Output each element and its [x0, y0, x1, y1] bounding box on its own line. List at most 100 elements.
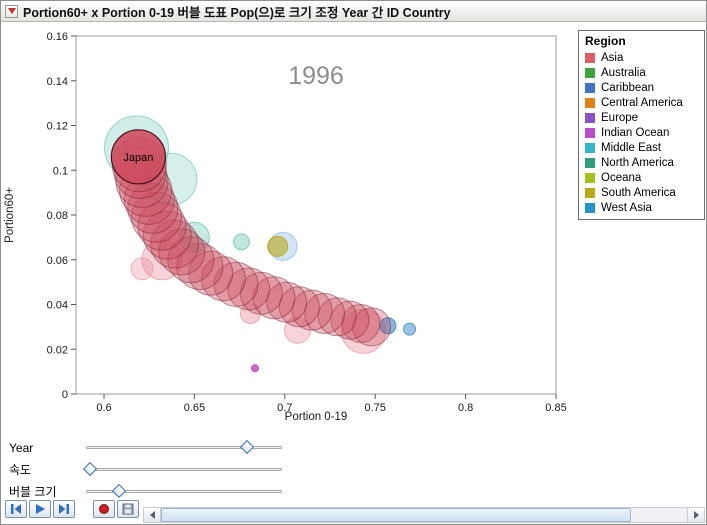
- report-titlebar: Portion60+ x Portion 0-19 버블 도표 Pop(으)로 …: [1, 1, 706, 22]
- x-tick-label: 0.7: [277, 402, 292, 414]
- bubble[interactable]: [250, 364, 259, 373]
- legend-item[interactable]: Australia: [585, 65, 700, 80]
- play-icon: [36, 504, 45, 514]
- bubble-plot[interactable]: 0 0.02 0.04 0.06 0.08 0.1 0.12 0.14 0.16 0.6 0.65 0…: [1, 22, 573, 428]
- legend-swatch-icon: [585, 67, 595, 78]
- bubble[interactable]: [232, 233, 250, 251]
- step-back-button[interactable]: [5, 500, 27, 518]
- trail-bubble[interactable]: [227, 267, 271, 311]
- step-forward-button[interactable]: [53, 500, 75, 518]
- legend-label: Europe: [601, 111, 639, 124]
- bubble-id-label: Japan: [123, 152, 153, 164]
- bubble[interactable]: [267, 235, 289, 257]
- slider-track[interactable]: [86, 490, 282, 493]
- legend-label: Central America: [601, 96, 683, 109]
- trail-bubble[interactable]: [304, 292, 346, 334]
- legend-label: Middle East: [601, 141, 662, 154]
- legend-item[interactable]: South America: [585, 185, 700, 200]
- y-tick-label: 0.06: [47, 255, 68, 267]
- legend-swatch-icon: [585, 187, 595, 198]
- legend-item[interactable]: North America: [585, 155, 700, 170]
- legend-label: Indian Ocean: [601, 126, 670, 139]
- legend-item[interactable]: Oceana: [585, 170, 700, 185]
- bubble[interactable]: [403, 322, 417, 336]
- legend-item[interactable]: Caribbean: [585, 80, 700, 95]
- horizontal-scrollbar[interactable]: [143, 507, 705, 523]
- y-tick-label: 0.14: [47, 76, 68, 88]
- x-tick-label: 0.85: [545, 402, 566, 414]
- legend-swatch-icon: [585, 202, 595, 213]
- bubble[interactable]: [130, 257, 154, 281]
- legend-item[interactable]: Asia: [585, 50, 700, 65]
- slider-thumb[interactable]: [112, 483, 127, 499]
- legend-item[interactable]: Indian Ocean: [585, 125, 700, 140]
- legend-swatch-icon: [585, 97, 595, 108]
- scroll-right-button[interactable]: [687, 508, 704, 522]
- slider-row: Year: [1, 438, 301, 458]
- slider-label: 속도: [9, 463, 32, 477]
- slider-row: 버블 크기: [1, 482, 301, 502]
- play-button[interactable]: [29, 500, 51, 518]
- save-button[interactable]: [117, 500, 139, 518]
- legend-label: South America: [601, 186, 676, 199]
- step-back-icon: [11, 504, 21, 514]
- legend-title: Region: [585, 34, 626, 48]
- trail-bubble[interactable]: [127, 182, 179, 234]
- playback-controls: [5, 500, 141, 518]
- legend-item[interactable]: Europe: [585, 110, 700, 125]
- trail-bubble[interactable]: [291, 289, 333, 331]
- y-tick-label: 0.04: [47, 300, 68, 312]
- legend-swatch-icon: [585, 127, 595, 138]
- legend-label: West Asia: [601, 201, 652, 214]
- legend-panel: Region Asia Australia Caribbean Central Ame…: [578, 30, 705, 220]
- year-label: 1996: [288, 62, 344, 90]
- legend-item[interactable]: Middle East: [585, 140, 700, 155]
- y-axis-title: Portion60+: [4, 187, 16, 243]
- legend-swatch-icon: [585, 112, 595, 123]
- y-tick-label: 0.12: [47, 121, 68, 133]
- legend-label: Asia: [601, 51, 624, 64]
- scroll-right-icon: [693, 511, 699, 519]
- slider-label: 버블 크기: [9, 485, 57, 499]
- x-tick-label: 0.6: [96, 402, 111, 414]
- slider-label: Year: [9, 441, 34, 455]
- red-triangle-icon: [7, 8, 16, 14]
- current-year-bubble[interactable]: [110, 129, 166, 185]
- scroll-left-button[interactable]: [144, 508, 161, 522]
- legend-label: Australia: [601, 66, 646, 79]
- trail-bubble[interactable]: [158, 228, 206, 276]
- scrollbar-thumb[interactable]: [161, 508, 631, 522]
- x-tick-label: 0.65: [184, 402, 205, 414]
- x-tick-label: 0.75: [364, 402, 385, 414]
- slider-row: 속도: [1, 460, 301, 480]
- legend-swatch-icon: [585, 82, 595, 93]
- trail-bubble[interactable]: [137, 201, 187, 251]
- step-forward-icon: [59, 504, 69, 514]
- legend-label: Oceana: [601, 171, 642, 184]
- slider-track[interactable]: [86, 446, 282, 449]
- slider-thumb[interactable]: [82, 461, 97, 477]
- legend-items: Asia Australia Caribbean Central America Eur…: [585, 50, 700, 215]
- y-tick-label: 0: [62, 389, 68, 401]
- x-axis-title: Portion 0-19: [285, 411, 348, 423]
- legend-swatch-icon: [585, 157, 595, 168]
- floppy-disk-icon: [122, 503, 134, 515]
- legend-item[interactable]: West Asia: [585, 200, 700, 215]
- record-button[interactable]: [93, 500, 115, 518]
- trail-bubble[interactable]: [266, 281, 308, 323]
- disclosure-button[interactable]: [5, 4, 18, 18]
- slider-thumb[interactable]: [239, 439, 254, 455]
- legend-item[interactable]: Central America: [585, 95, 700, 110]
- y-tick-label: 0.1: [53, 165, 68, 177]
- trail-bubble[interactable]: [188, 250, 234, 296]
- scrollbar-track[interactable]: [631, 508, 687, 522]
- y-tick-label: 0.16: [47, 31, 68, 43]
- y-tick-label: 0.02: [47, 344, 68, 356]
- slider-track[interactable]: [86, 468, 282, 471]
- trail-bubble[interactable]: [330, 300, 370, 340]
- report-title: Portion60+ x Portion 0-19 버블 도표 Pop(으)로 …: [23, 5, 451, 20]
- plot-frame: [75, 35, 557, 395]
- legend-label: Caribbean: [601, 81, 655, 94]
- legend-swatch-icon: [585, 52, 595, 63]
